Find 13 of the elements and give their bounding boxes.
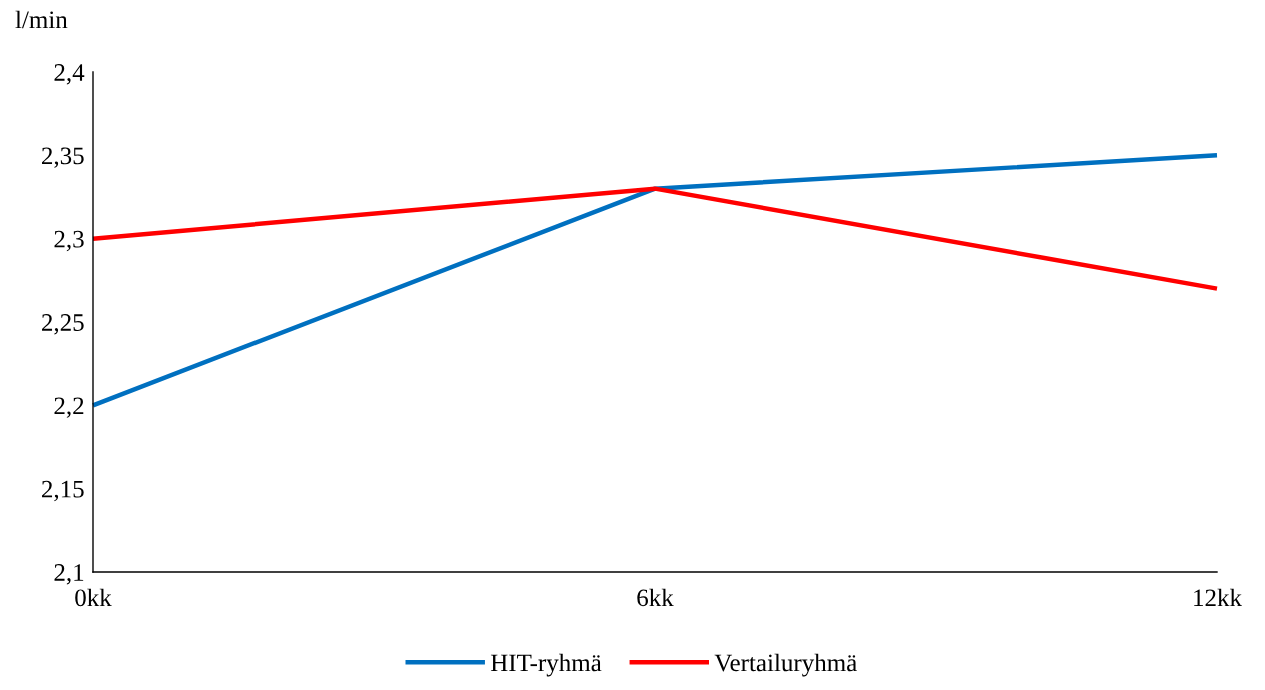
legend-label: HIT-ryhmä — [490, 653, 602, 677]
y-axis-title: l/min — [15, 10, 68, 29]
x-tick-label: 6kk — [637, 588, 674, 607]
x-tick-label: 12kk — [1194, 588, 1242, 607]
legend-label: Vertailuryhmä — [714, 653, 857, 677]
y-tick-label: 2,3 — [54, 230, 84, 252]
y-tick-label: 2,25 — [42, 314, 84, 335]
y-tick-label: 2,35 — [42, 147, 84, 168]
y-tick-label: 2,1 — [54, 564, 84, 585]
y-tick-label: 2,4 — [54, 64, 85, 85]
x-tick-label: 0kk — [75, 588, 112, 607]
y-tick-label: 2,15 — [42, 480, 84, 502]
y-tick-label: 2,2 — [54, 397, 84, 418]
